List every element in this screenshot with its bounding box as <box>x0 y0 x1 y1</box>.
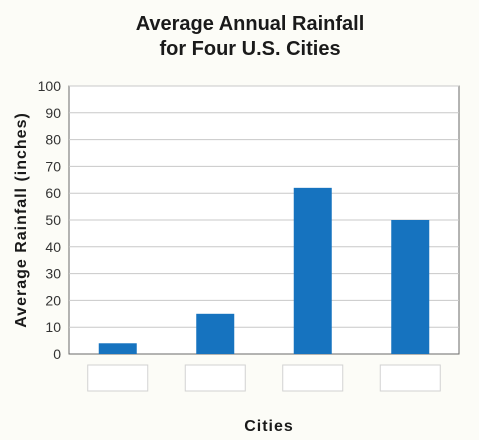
y-tick-label: 100 <box>38 78 62 94</box>
chart-title-line-2: for Four U.S. Cities <box>159 38 340 60</box>
category-label-box-2 <box>184 364 246 392</box>
y-tick-label: 10 <box>45 319 61 335</box>
y-tick-label: 50 <box>45 212 61 228</box>
bars <box>98 187 430 354</box>
bar-4 <box>391 220 430 354</box>
chart-title-line-1: Average Annual Rainfall <box>136 13 365 35</box>
y-tick-label: 20 <box>45 292 61 308</box>
y-axis-label: Average Rainfall (inches) <box>13 112 30 328</box>
category-label-box-1 <box>87 364 149 392</box>
y-tick-label: 80 <box>45 132 61 148</box>
y-tick-label: 40 <box>45 239 61 255</box>
category-label-boxes <box>87 364 441 392</box>
y-tick-label: 60 <box>45 185 61 201</box>
y-tick-label: 0 <box>53 346 61 362</box>
bar-3 <box>293 187 332 354</box>
y-axis-ticks: 0 10 20 30 40 50 60 70 80 90 100 <box>38 78 62 362</box>
bar-2 <box>196 313 235 354</box>
y-tick-label: 70 <box>45 158 61 174</box>
x-axis-label: Cities <box>244 418 294 435</box>
y-tick-label: 30 <box>45 266 61 282</box>
category-label-box-3 <box>282 364 344 392</box>
bar-1 <box>98 343 137 354</box>
y-tick-label: 90 <box>45 105 61 121</box>
category-label-box-4 <box>379 364 441 392</box>
